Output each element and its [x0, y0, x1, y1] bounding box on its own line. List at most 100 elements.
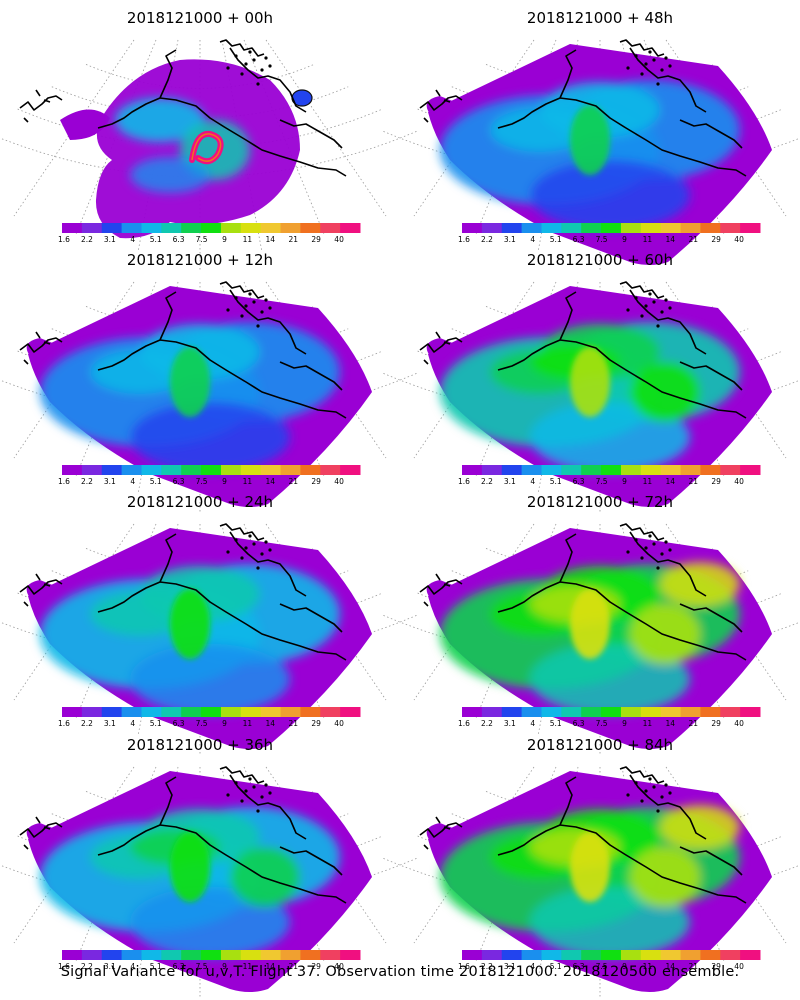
colorbar-tick-10: 21 [288, 235, 298, 244]
colorbar-swatch-10 [260, 223, 282, 233]
colorbar-swatch-5 [161, 950, 182, 960]
colorbar-tick-8: 11 [243, 477, 253, 486]
colorbar-swatch-0 [462, 223, 483, 233]
map-panel-6: 2018121000 + 72h 1.6 2.2 3.1 4 5.1 6.3 7.5 9 11 14… [383, 493, 800, 754]
map-panel-2: 2018121000 + 24h 1.6 2.2 3.1 4 5.1 6.3 7.5 9 11 14… [0, 493, 417, 754]
colorbar-tick-5: 6.3 [573, 235, 585, 244]
colorbar-swatch-6 [581, 950, 602, 960]
colorbar-swatch-11 [280, 950, 301, 960]
colorbar-tick-2: 3.1 [504, 477, 516, 486]
colorbar-tick-8: 11 [643, 962, 653, 971]
colorbar-tick-5: 6.3 [573, 962, 585, 971]
colorbar-tick-3: 4 [530, 477, 535, 486]
colorbar-swatch-8 [220, 950, 242, 960]
colorbar-swatch-1 [481, 950, 503, 960]
colorbar-swatch-9 [240, 465, 262, 475]
colorbar: 1.6 2.2 3.1 4 5.1 6.3 7.5 9 11 14 21 29 40 [58, 465, 361, 486]
colorbar-tick-10: 21 [288, 719, 298, 728]
variance-field [60, 59, 300, 239]
colorbar: 1.6 2.2 3.1 4 5.1 6.3 7.5 9 11 14 21 29 40 [458, 223, 761, 244]
colorbar-swatch-7 [601, 223, 622, 233]
colorbar-tick-6: 7.5 [596, 235, 608, 244]
map-panel-3: 2018121000 + 36h 1.6 2.2 3.1 4 5.1 6.3 7.5 9 11 14… [0, 736, 417, 997]
colorbar-swatch-5 [561, 707, 582, 717]
colorbar-tick-1: 2.2 [481, 235, 493, 244]
colorbar-tick-0: 1.6 [458, 477, 470, 486]
map-panel-4: 2018121000 + 48h 1.6 2.2 3.1 4 5.1 6.3 7.5 9 11 14… [383, 9, 800, 270]
colorbar-swatch-4 [141, 707, 162, 717]
coastline [419, 766, 747, 904]
islands [226, 50, 272, 86]
colorbar-swatch-1 [481, 465, 503, 475]
colorbar-tick-0: 1.6 [58, 962, 70, 971]
colorbar-swatch-12 [700, 465, 721, 475]
colorbar-tick-2: 3.1 [104, 235, 116, 244]
colorbar-tick-1: 2.2 [81, 719, 93, 728]
colorbar-swatch-0 [62, 707, 83, 717]
colorbar-swatch-10 [660, 950, 682, 960]
colorbar-swatch-13 [320, 707, 341, 717]
coastline [19, 39, 347, 177]
colorbar-tick-3: 4 [530, 962, 535, 971]
colorbar-swatch-7 [201, 707, 222, 717]
colorbar-swatch-0 [462, 950, 483, 960]
colorbar-swatch-2 [501, 465, 523, 475]
colorbar-tick-10: 21 [688, 235, 698, 244]
colorbar-tick-4: 5.1 [150, 962, 162, 971]
colorbar-swatch-5 [561, 223, 582, 233]
colorbar-tick-4: 5.1 [550, 719, 562, 728]
colorbar-swatch-12 [300, 950, 321, 960]
colorbar-swatch-9 [640, 465, 662, 475]
colorbar-tick-9: 14 [666, 719, 676, 728]
colorbar-tick-10: 21 [688, 962, 698, 971]
colorbar-swatch-0 [62, 465, 83, 475]
colorbar-tick-12: 40 [334, 235, 344, 244]
colorbar-tick-12: 40 [334, 477, 344, 486]
colorbar-tick-11: 29 [711, 477, 721, 486]
colorbar-tick-0: 1.6 [458, 719, 470, 728]
colorbar-swatch-3 [521, 223, 542, 233]
colorbar-swatch-12 [300, 223, 321, 233]
colorbar-swatch-5 [561, 465, 582, 475]
colorbar-tick-5: 6.3 [173, 477, 185, 486]
colorbar-swatch-0 [62, 223, 83, 233]
islands [626, 50, 672, 86]
colorbar-tick-11: 29 [711, 962, 721, 971]
variance-field [26, 771, 372, 992]
colorbar-swatch-10 [660, 465, 682, 475]
colorbar-swatch-5 [161, 223, 182, 233]
colorbar-tick-11: 29 [311, 477, 321, 486]
colorbar-tick-3: 4 [130, 719, 135, 728]
colorbar-tick-1: 2.2 [481, 962, 493, 971]
colorbar-tick-7: 9 [222, 235, 227, 244]
colorbar-swatch-11 [680, 223, 701, 233]
colorbar-swatch-11 [680, 465, 701, 475]
colorbar-swatch-3 [121, 950, 142, 960]
colorbar-swatch-7 [601, 707, 622, 717]
colorbar-tick-2: 3.1 [104, 477, 116, 486]
colorbar-tick-1: 2.2 [81, 477, 93, 486]
colorbar-swatch-8 [220, 707, 242, 717]
colorbar: 1.6 2.2 3.1 4 5.1 6.3 7.5 9 11 14 21 29 40 [458, 950, 761, 971]
coastline [19, 281, 347, 419]
colorbar-swatch-13 [720, 707, 741, 717]
colorbar-tick-11: 29 [311, 235, 321, 244]
colorbar-tick-9: 14 [266, 477, 276, 486]
colorbar-swatch-1 [81, 223, 103, 233]
colorbar-swatch-2 [101, 950, 123, 960]
colorbar-swatch-3 [121, 465, 142, 475]
colorbar-swatch-13 [320, 950, 341, 960]
colorbar-tick-7: 9 [622, 235, 627, 244]
colorbar-swatch-12 [700, 950, 721, 960]
colorbar-swatch-6 [581, 707, 602, 717]
panel-title: 2018121000 + 48h [527, 9, 673, 27]
colorbar-swatch-9 [240, 707, 262, 717]
panel-title: 2018121000 + 36h [127, 736, 273, 754]
colorbar-tick-11: 29 [311, 962, 321, 971]
colorbar-swatch-11 [680, 707, 701, 717]
variance-field [426, 528, 772, 749]
colorbar-swatch-5 [161, 465, 182, 475]
colorbar-tick-12: 40 [734, 235, 744, 244]
colorbar-tick-5: 6.3 [173, 962, 185, 971]
colorbar-swatch-8 [620, 707, 642, 717]
